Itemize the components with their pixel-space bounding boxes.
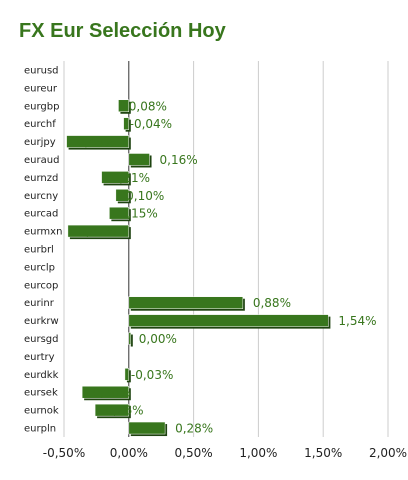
value-label: -0,03% bbox=[131, 368, 173, 382]
bar bbox=[109, 206, 130, 220]
bar bbox=[115, 189, 130, 202]
bars-layer bbox=[66, 99, 331, 437]
grid-layer bbox=[63, 61, 389, 437]
x-tick-label: 2,00% bbox=[369, 446, 407, 460]
category-label: eurcny bbox=[24, 191, 58, 202]
value-label: -0,10% bbox=[122, 189, 164, 203]
category-label: eursgd bbox=[24, 334, 59, 345]
value-label: 0,88% bbox=[253, 296, 291, 310]
bar bbox=[128, 314, 329, 327]
labels-layer: -0,50% 0,00% 0,50% 1,00% 1,50% 2,00% eurusd eur… bbox=[24, 65, 407, 460]
value-label: -0,26% bbox=[101, 404, 143, 418]
bar bbox=[128, 153, 150, 166]
value-label: 0,00% bbox=[139, 332, 177, 346]
x-tick-label: 1,00% bbox=[239, 446, 277, 460]
category-label: eurtry bbox=[24, 352, 55, 363]
category-label: eureur bbox=[24, 83, 58, 94]
value-label: -0,48% bbox=[73, 135, 115, 149]
category-label: eurmxn bbox=[24, 227, 62, 238]
value-label: -0,04% bbox=[130, 117, 172, 131]
bar bbox=[118, 99, 130, 113]
bar bbox=[67, 224, 130, 238]
bar-shadow bbox=[130, 334, 133, 347]
bar bbox=[123, 117, 130, 130]
bar bbox=[124, 368, 130, 381]
value-label: -0,21% bbox=[108, 171, 150, 185]
category-label: eurnzd bbox=[24, 173, 58, 184]
bar bbox=[66, 135, 130, 148]
x-tick-label: 0,50% bbox=[175, 446, 213, 460]
category-label: eurcad bbox=[24, 209, 58, 220]
x-tick-label: 1,50% bbox=[304, 446, 342, 460]
bar bbox=[94, 403, 130, 417]
bar bbox=[128, 332, 132, 345]
category-label: eurjpy bbox=[24, 137, 56, 148]
bar bbox=[81, 385, 130, 399]
bar bbox=[101, 171, 130, 184]
category-label: eurchf bbox=[24, 119, 56, 130]
value-label: 0,16% bbox=[160, 153, 198, 167]
value-label: -0,47% bbox=[74, 225, 116, 239]
category-label: eurinr bbox=[24, 298, 55, 309]
category-label: eurbrl bbox=[24, 245, 54, 256]
value-label: 1,54% bbox=[338, 314, 376, 328]
category-label: eurusd bbox=[24, 65, 59, 76]
bar bbox=[128, 421, 166, 435]
category-label: eurgbp bbox=[24, 101, 59, 112]
value-label: -0,15% bbox=[115, 207, 157, 221]
bar bbox=[128, 296, 244, 309]
value-label: -0,08% bbox=[124, 99, 166, 113]
value-label: -0,36% bbox=[88, 386, 130, 400]
category-label: eursek bbox=[24, 388, 58, 399]
x-tick-label: 0,00% bbox=[110, 446, 148, 460]
value-label: 0,28% bbox=[175, 422, 213, 436]
category-label: euraud bbox=[24, 155, 59, 166]
category-label: eurpln bbox=[24, 424, 56, 435]
category-label: eurnok bbox=[24, 406, 59, 417]
category-label: eurcop bbox=[24, 280, 58, 291]
category-label: eurdkk bbox=[24, 370, 59, 381]
chart-title: FX Eur Selección Hoy bbox=[19, 20, 226, 42]
category-label: eurclp bbox=[24, 262, 55, 273]
x-tick-label: -0,50% bbox=[43, 446, 85, 460]
category-label: eurkrw bbox=[24, 316, 59, 327]
